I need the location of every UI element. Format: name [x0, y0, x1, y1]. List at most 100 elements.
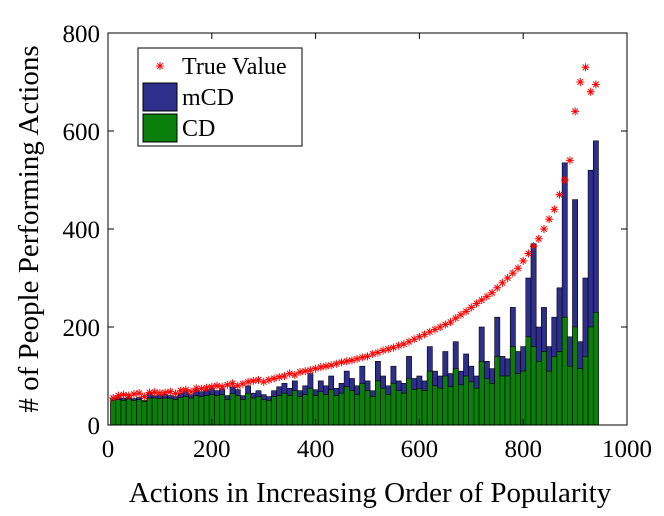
marker — [187, 387, 196, 396]
marker — [296, 368, 305, 377]
bar — [120, 400, 127, 426]
bar — [468, 381, 475, 426]
bar — [374, 380, 381, 426]
bar — [442, 375, 449, 426]
marker — [223, 380, 232, 389]
bar — [281, 392, 288, 426]
marker — [145, 388, 154, 397]
bar — [530, 346, 537, 426]
marker — [462, 307, 471, 316]
marker — [571, 107, 580, 116]
marker — [337, 358, 346, 367]
marker — [539, 225, 548, 233]
bar — [390, 383, 397, 426]
marker — [301, 367, 310, 376]
bar — [582, 356, 589, 426]
marker — [384, 345, 393, 354]
y-tick-label: 0 — [88, 413, 101, 440]
marker — [285, 369, 294, 378]
x-tick-label: 600 — [401, 436, 439, 463]
marker — [373, 348, 382, 357]
marker — [254, 375, 263, 384]
x-axis-label: Actions in Increasing Order of Popularit… — [129, 477, 612, 509]
legend-label: CD — [182, 116, 215, 142]
marker — [550, 205, 559, 214]
bar — [172, 399, 179, 426]
marker — [368, 349, 377, 358]
marker — [389, 343, 398, 352]
bar — [265, 400, 272, 426]
bar — [177, 397, 184, 426]
bar — [307, 387, 314, 426]
x-tick-label: 400 — [297, 436, 335, 463]
marker — [405, 337, 414, 346]
bar — [572, 326, 578, 426]
marker — [565, 156, 574, 165]
marker — [332, 359, 341, 368]
x-tick-label: 0 — [102, 436, 115, 463]
bar — [359, 383, 366, 426]
marker — [503, 274, 512, 282]
bar — [489, 383, 495, 426]
marker — [171, 389, 180, 398]
bar — [421, 390, 428, 426]
bar — [214, 395, 220, 426]
bar — [535, 360, 542, 426]
bar — [343, 386, 350, 426]
marker — [192, 384, 201, 393]
legend-swatch — [142, 113, 178, 143]
bar — [224, 399, 231, 426]
bar — [297, 396, 303, 426]
bar — [198, 396, 205, 426]
bar — [151, 397, 158, 426]
marker — [446, 318, 455, 327]
marker — [363, 352, 372, 361]
marker — [410, 335, 419, 344]
marker — [264, 375, 273, 384]
bar — [447, 386, 454, 426]
y-tick-label: 600 — [63, 119, 101, 146]
marker — [244, 377, 253, 386]
bar — [426, 370, 433, 426]
x-tick-label: 200 — [193, 436, 231, 463]
marker — [576, 78, 585, 86]
x-tick-label: 1000 — [602, 436, 652, 463]
marker — [379, 346, 388, 355]
bar — [182, 396, 189, 426]
marker — [467, 303, 476, 312]
bar — [463, 375, 470, 426]
marker — [316, 363, 325, 372]
marker — [212, 381, 221, 390]
marker — [477, 296, 486, 305]
y-tick-label: 400 — [63, 217, 101, 244]
marker — [109, 394, 118, 403]
bar — [369, 396, 376, 426]
bar — [157, 398, 163, 426]
bar — [193, 395, 200, 426]
marker — [275, 372, 284, 381]
marker — [498, 278, 507, 287]
bar — [478, 360, 485, 426]
bar — [458, 384, 464, 426]
bar — [255, 396, 262, 426]
bar — [260, 399, 267, 426]
bar — [406, 378, 412, 426]
bar — [146, 397, 153, 426]
legend-swatch — [142, 82, 178, 112]
legend: True Value mCD CD — [137, 47, 303, 147]
bar — [567, 365, 573, 426]
bar — [437, 387, 444, 426]
marker — [129, 390, 138, 399]
marker — [327, 361, 336, 370]
marker — [161, 388, 170, 397]
marker — [420, 330, 429, 339]
bar — [385, 394, 392, 426]
marker — [425, 327, 434, 336]
bar — [349, 390, 355, 426]
bar — [483, 378, 490, 426]
bar — [250, 397, 257, 426]
marker — [399, 340, 408, 349]
bar — [131, 400, 137, 426]
marker — [249, 376, 258, 385]
marker — [218, 382, 227, 391]
